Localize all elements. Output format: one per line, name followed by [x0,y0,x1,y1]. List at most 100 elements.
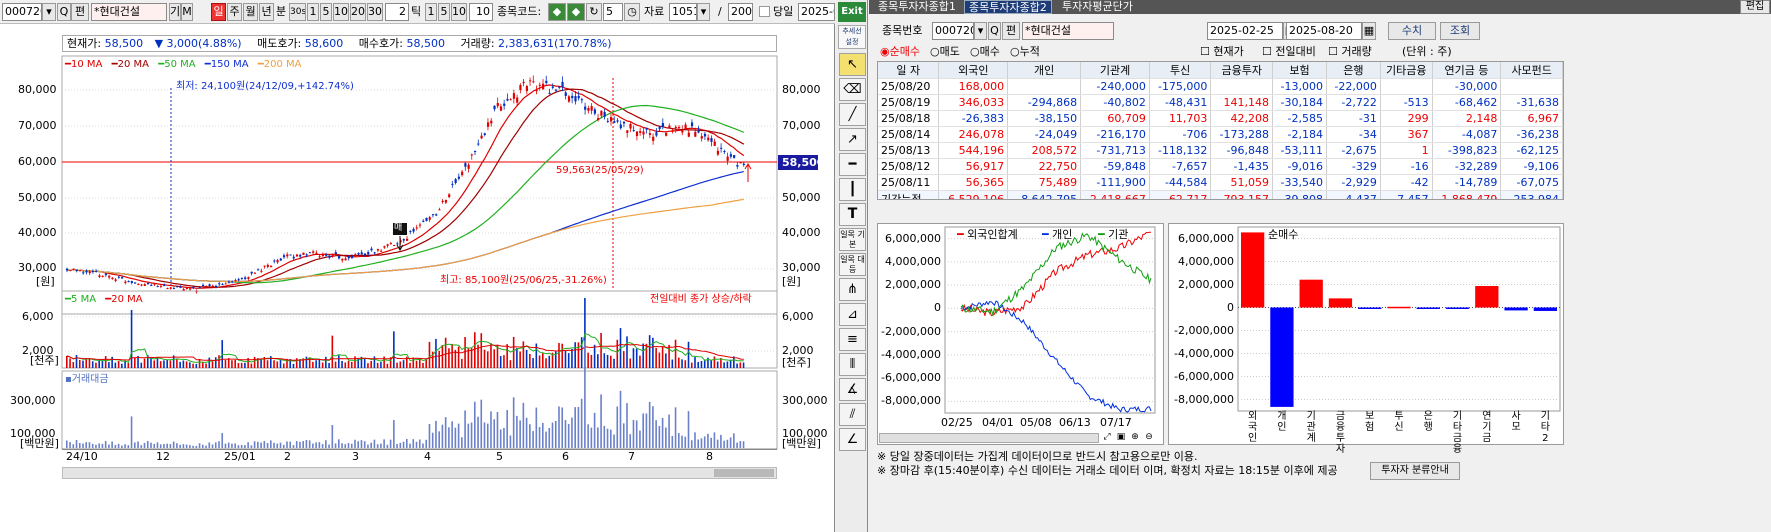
step-icon[interactable]: ↻ [586,3,602,21]
vline-icon[interactable]: ┃ [839,178,866,201]
channel-icon[interactable]: ≡ [839,328,866,351]
column-header[interactable]: 은행 [1326,62,1381,79]
table-row[interactable]: 25/08/20 168,000 -240,000 -175,000 -13,000 -2… [878,78,1563,95]
table-row[interactable]: 25/08/14 246,078 -24,049 -216,170 -706 -173,2… [878,126,1563,143]
calendar-to-icon[interactable]: ▦ [1362,22,1376,40]
column-header[interactable]: 일 자 [878,62,940,79]
daily-compare-button[interactable]: 일목 대등 [839,253,866,276]
text-icon[interactable]: T [839,203,866,226]
column-header[interactable]: 금융투자 [1210,62,1274,79]
period-year-button[interactable]: 년 [259,3,274,21]
stock-name-field[interactable]: *현대건설 [91,3,167,21]
line-icon[interactable]: ╱ [839,103,866,126]
gi-button[interactable]: 기 [169,3,181,21]
clock-icon[interactable]: ◷ [624,3,640,21]
period-day-button[interactable]: 일 [211,3,226,21]
chart-scrollbar[interactable] [62,467,777,479]
right-code-input[interactable]: 000720 [932,22,974,40]
code-dropdown-icon[interactable]: ▾ [42,3,56,21]
price-chart[interactable] [0,24,835,532]
gann-fan-icon[interactable]: ⫽ [839,403,866,426]
grid-icon[interactable]: ⦀ [839,353,866,376]
date-input[interactable]: 2025-0 [798,3,835,21]
count-input[interactable]: 10 [469,3,493,21]
fork-icon[interactable]: ⋔ [839,278,866,301]
step-input[interactable]: 5 [603,3,623,21]
column-header[interactable]: 연기금 등 [1432,62,1502,79]
column-header[interactable]: 투신 [1149,62,1212,79]
radio-buy[interactable]: ○매수 [970,45,1000,58]
tab-investor-1[interactable]: 종목투자자종합1 [874,0,960,14]
line-chart-scrollbar[interactable] [879,433,1099,443]
right-code-dropdown-icon[interactable]: ▾ [974,22,987,40]
table-row[interactable]: 기간누적 6,529,106 -8,642,795 2,418,667 62,717 79… [878,190,1563,199]
zoom-in-icon[interactable]: ⊕ [1131,432,1139,442]
column-header[interactable]: 기타금융 [1380,62,1433,79]
min-1-button[interactable]: 1 [307,3,319,21]
table-row[interactable]: 25/08/13 544,196 208,572 -731,713 -118,132 -9… [878,142,1563,159]
zoom-fit-icon[interactable]: ⤢ [1103,432,1111,442]
exit-button[interactable]: Exit [838,2,866,22]
check-price[interactable]: ☐ 현재가 [1200,45,1244,58]
data-count-select[interactable]: 1051 [669,3,697,21]
next-stock-icon[interactable]: ◆ [567,3,585,21]
column-header[interactable]: 기관계 [1080,62,1150,79]
data-count-dropdown-icon[interactable]: ▾ [697,3,710,21]
minute-input[interactable]: 2 [385,3,409,21]
column-header[interactable]: 보험 [1272,62,1327,79]
copy-icon[interactable]: ▣ [1116,432,1126,442]
column-header[interactable]: 개인 [1007,62,1082,79]
daily-basis-button[interactable]: 일목 기본 [839,228,866,251]
min-10-button[interactable]: 10 [333,3,349,21]
zoom-out-icon[interactable]: ⊖ [1145,432,1153,442]
code-edit-button[interactable]: 편 [71,3,89,21]
trend-icon[interactable]: ∠ [839,428,866,451]
table-row[interactable]: 25/08/12 56,917 22,750 -59,848 -7,657 -1,435-… [878,158,1563,175]
chart-scroll-thumb[interactable] [714,469,774,477]
column-header[interactable]: 외국인 [938,62,1009,79]
m-button[interactable]: M [181,3,193,21]
tick-10-button[interactable]: 10 [451,3,467,21]
query-button[interactable]: 조회 [1440,22,1480,40]
period-month-button[interactable]: 월 [243,3,258,21]
table-row[interactable]: 25/08/18 -26,383 -38,150 60,709 11,703 42,208… [878,110,1563,127]
hline-icon[interactable]: ━ [839,153,866,176]
date-from-input[interactable]: 2025-02-25 [1207,22,1283,40]
data-total-input[interactable]: 200 [728,3,753,21]
radio-net-buy[interactable]: ◉순매수 [880,45,920,58]
radio-cumulative[interactable]: ○누적 [1010,45,1040,58]
check-volume[interactable]: ☐ 거래량 [1328,45,1372,58]
table-row[interactable]: 25/08/11 56,365 75,489 -111,900 -44,584 51,05… [878,174,1563,191]
right-code-edit-button[interactable]: 편 [1002,22,1020,40]
date-to-input[interactable]: 2025-08-20 [1286,22,1362,40]
tab-investor-2[interactable]: 종목투자자종합2 [964,0,1052,14]
quantity-button[interactable]: 수치 [1388,22,1436,40]
table-row[interactable]: 25/08/19 346,033 -294,868 -40,802 -48,431 141… [878,94,1563,111]
min-30-button[interactable]: 30 [367,3,383,21]
code-input[interactable]: 000720 [2,3,42,21]
period-30s-button[interactable]: 30s [289,3,306,21]
investor-class-button[interactable]: 투자자 분류안내 [1370,462,1460,480]
tab-avg-price[interactable]: 투자자평균단가 [1058,0,1137,14]
prev-stock-icon[interactable]: ◆ [548,3,566,21]
edit-button[interactable]: 편집 [1740,0,1770,14]
arrow-line-icon[interactable]: ↗ [839,128,866,151]
tick-1-button[interactable]: 1 [425,3,437,21]
fan-icon[interactable]: ⊿ [839,303,866,326]
cursor-icon[interactable]: ↖ [839,53,866,76]
trend-setting-button[interactable]: 추세선 설정 [838,25,866,49]
eraser-icon[interactable]: ⌫ [839,78,866,101]
column-header[interactable]: 사모펀드 [1500,62,1563,79]
period-week-button[interactable]: 주 [227,3,242,21]
radio-sell[interactable]: ○매도 [930,45,960,58]
same-day-checkbox[interactable] [759,6,770,17]
tick-5-button[interactable]: 5 [438,3,450,21]
right-code-search-icon[interactable]: Q [988,22,1001,40]
code-search-icon[interactable]: Q [57,3,71,21]
net-buy-bar-chart[interactable] [1168,223,1564,445]
min-20-button[interactable]: 20 [350,3,366,21]
cumulative-line-chart[interactable] [877,223,1164,445]
gann-icon[interactable]: ∡ [839,378,866,401]
min-5-button[interactable]: 5 [320,3,332,21]
check-change[interactable]: ☐ 전일대비 [1262,45,1316,58]
